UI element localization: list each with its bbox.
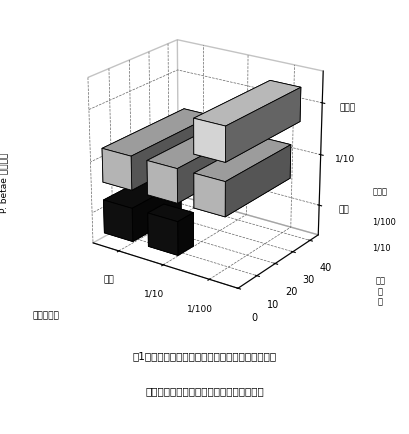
Text: 図1　石英砂で核培したてんさいのそう根病の発病: 図1 石英砂で核培したてんさいのそう根病の発病 bbox=[133, 350, 276, 360]
Text: 1/100: 1/100 bbox=[372, 217, 396, 226]
Text: 遗走子濃度: 遗走子濃度 bbox=[33, 310, 60, 319]
Text: 1/10: 1/10 bbox=[372, 243, 391, 252]
Text: 細菌
濃
度: 細菌 濃 度 bbox=[375, 276, 385, 306]
Text: に及ぼす根圈細菌および遗走子濃度の影響: に及ぼす根圈細菌および遗走子濃度の影響 bbox=[145, 385, 264, 395]
Text: P. betae の寄生度: P. betae の寄生度 bbox=[0, 152, 9, 212]
Text: 無処理: 無処理 bbox=[372, 187, 387, 195]
